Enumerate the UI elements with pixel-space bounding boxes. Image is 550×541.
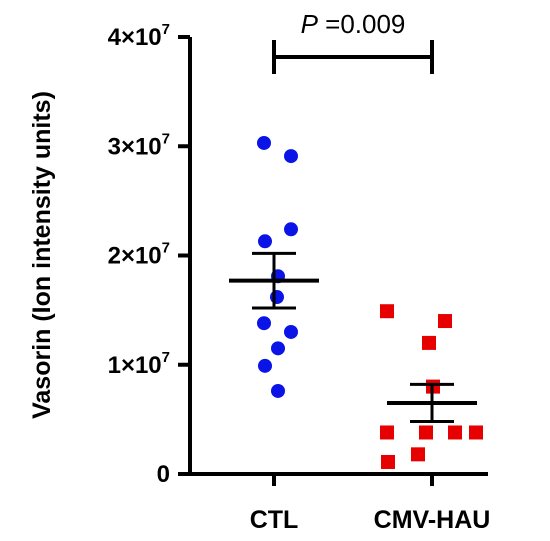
ctl-point-1 [284, 149, 298, 164]
cmv-hau-point-5 [419, 425, 433, 440]
cmv-hau-point-8 [411, 447, 425, 462]
y-tick-label-2: 2×107 [108, 240, 170, 270]
cmv-hau-point-9 [381, 454, 395, 469]
y-tick-label-4: 4×107 [108, 21, 170, 51]
p-value-label: P =0.009 [301, 9, 406, 39]
ctl-point-10 [271, 383, 285, 398]
cmv-hau-point-1 [438, 314, 452, 329]
y-ticks: 0 1×107 2×107 3×107 4×107 [108, 21, 190, 488]
x-axis: CTL CMV-HAU [188, 472, 491, 534]
y-axis: 0 1×107 2×107 3×107 4×107 [108, 21, 192, 488]
ctl-point-5 [270, 290, 284, 305]
cmv-hau-point-7 [469, 425, 483, 440]
ctl-point-6 [257, 316, 271, 331]
cmv-hau-point-4 [380, 425, 394, 440]
y-tick-label-3: 3×107 [108, 130, 170, 160]
ctl-point-2 [284, 222, 298, 237]
x-tick-label-ctl: CTL [250, 506, 299, 534]
y-tick-label-0: 0 [157, 461, 170, 488]
y-axis-label: Vasorin (Ion intensity units) [28, 91, 56, 419]
p-italic: P [301, 9, 319, 39]
y-tick-label-1: 1×107 [108, 349, 170, 379]
mean-sem-bars [229, 251, 477, 424]
data-points [257, 135, 483, 469]
cmv-hau-point-0 [380, 304, 394, 319]
x-tick-label-cmv-hau: CMV-HAU [374, 506, 491, 534]
ctl-point-8 [271, 341, 285, 356]
ctl-point-0 [257, 135, 271, 150]
ctl-point-7 [284, 324, 298, 339]
ctl-point-3 [258, 234, 272, 249]
ctl-point-9 [258, 358, 272, 373]
p-value-text: =0.009 [318, 9, 405, 39]
cmv-hau-point-6 [448, 425, 462, 440]
significance-bracket: P =0.009 [272, 9, 434, 74]
cmv-hau-point-2 [422, 335, 436, 350]
